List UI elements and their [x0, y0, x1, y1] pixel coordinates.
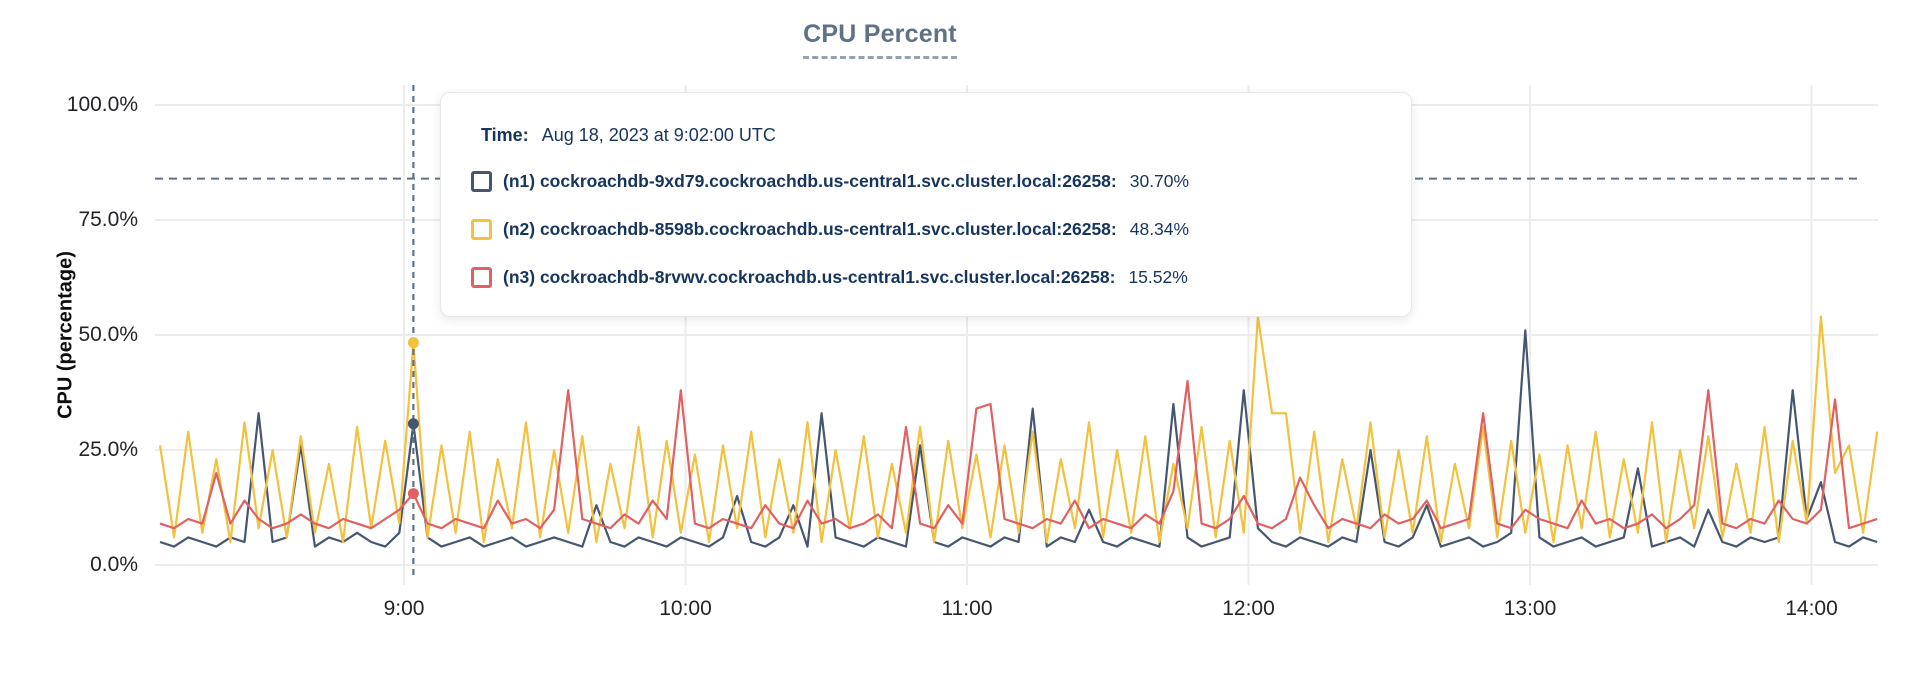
series-line-n3 [159, 379, 1878, 530]
series-value: 48.34% [1129, 218, 1190, 239]
hover-dot-n1 [407, 418, 419, 430]
tooltip-time-value: Aug 18, 2023 at 9:02:00 UTC [541, 125, 776, 145]
series-name: (n2) cockroachdb-8598b.cockroachdb.us-ce… [503, 218, 1117, 239]
series-value: 30.70% [1129, 170, 1190, 191]
tooltip-series-row-n3: (n3) cockroachdb-8rvwv.cockroachdb.us-ce… [471, 266, 1377, 288]
chart-title: CPU Percent [803, 20, 957, 59]
series-swatch-icon [471, 266, 492, 288]
tooltip-series-list: (n1) cockroachdb-9xd79.cockroachdb.us-ce… [471, 170, 1377, 288]
y-tick-label: 75.0% [78, 208, 138, 231]
tooltip-series-row-n1: (n1) cockroachdb-9xd79.cockroachdb.us-ce… [471, 170, 1377, 192]
x-tick-label: 14:00 [1785, 597, 1838, 620]
series-line-n1 [159, 329, 1878, 548]
tooltip-series-row-n2: (n2) cockroachdb-8598b.cockroachdb.us-ce… [471, 218, 1377, 240]
y-tick-label: 50.0% [78, 323, 138, 346]
tooltip-time-row: Time: Aug 18, 2023 at 9:02:00 UTC [481, 125, 1377, 146]
hover-dot-n3 [407, 488, 419, 500]
series-line-n2 [158, 315, 1879, 544]
x-tick-label: 12:00 [1222, 597, 1275, 620]
x-tick-label: 13:00 [1503, 597, 1557, 620]
series-name: (n1) cockroachdb-9xd79.cockroachdb.us-ce… [503, 170, 1117, 191]
x-tick-label: 10:00 [659, 597, 712, 620]
x-tick-label: 11:00 [941, 597, 993, 620]
hover-dot-n2 [407, 337, 419, 349]
y-tick-label: 100.0% [66, 93, 138, 116]
series-value: 15.52% [1128, 266, 1188, 287]
series-name: (n3) cockroachdb-8rvwv.cockroachdb.us-ce… [503, 266, 1116, 287]
y-tick-label: 0.0% [90, 553, 138, 576]
tooltip-time-label: Time: [481, 125, 529, 145]
hover-tooltip: Time: Aug 18, 2023 at 9:02:00 UTC (n1) c… [440, 92, 1412, 317]
chart-header: CPU Percent [0, 20, 1760, 59]
series-swatch-icon [471, 218, 492, 240]
series-swatch-icon [471, 170, 492, 192]
y-tick-label: 25.0% [78, 438, 138, 461]
x-tick-label: 9:00 [383, 597, 425, 620]
